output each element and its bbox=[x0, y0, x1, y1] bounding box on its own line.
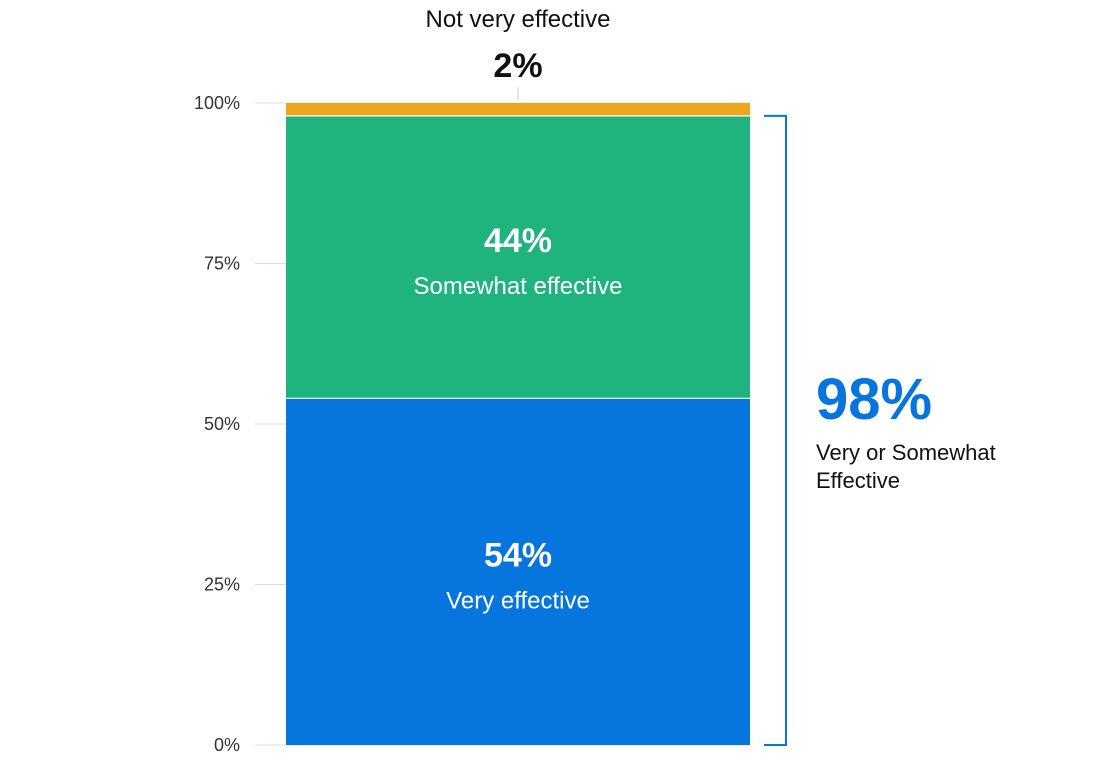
bar-segment-very-effective bbox=[286, 398, 750, 745]
y-tick-label-50: 50% bbox=[204, 414, 240, 434]
value-label-not-very-effective: 2% bbox=[493, 47, 542, 85]
bracket-line bbox=[764, 114, 787, 746]
category-label-very-effective: Very effective bbox=[446, 588, 590, 615]
y-tick-label-0: 0% bbox=[214, 735, 240, 755]
y-tick-label-75: 75% bbox=[204, 254, 240, 274]
value-label-very-effective: 54% bbox=[484, 537, 552, 575]
bracket-text-line-1: Very or Somewhat bbox=[816, 440, 996, 465]
bracket-text-line-2: Effective bbox=[816, 468, 900, 493]
bar-segment-not-very-effective bbox=[286, 103, 750, 116]
y-axis-ticks: 0% 25% 50% 75% 100% bbox=[194, 93, 240, 755]
y-tick-label-25: 25% bbox=[204, 575, 240, 595]
y-tick-label-100: 100% bbox=[194, 93, 240, 113]
category-label-not-very-effective: Not very effective bbox=[426, 6, 611, 33]
value-label-somewhat-effective: 44% bbox=[484, 222, 552, 260]
segment-labels: 54% Very effective 44% Somewhat effective 2%… bbox=[413, 6, 622, 615]
bracket-annotation: 98% Very or Somewhat Effective bbox=[764, 114, 996, 746]
bar-segment-somewhat-effective bbox=[286, 115, 750, 399]
stacked-bar bbox=[286, 103, 750, 745]
bracket-value-label: 98% bbox=[816, 367, 932, 432]
category-label-somewhat-effective: Somewhat effective bbox=[413, 273, 622, 300]
